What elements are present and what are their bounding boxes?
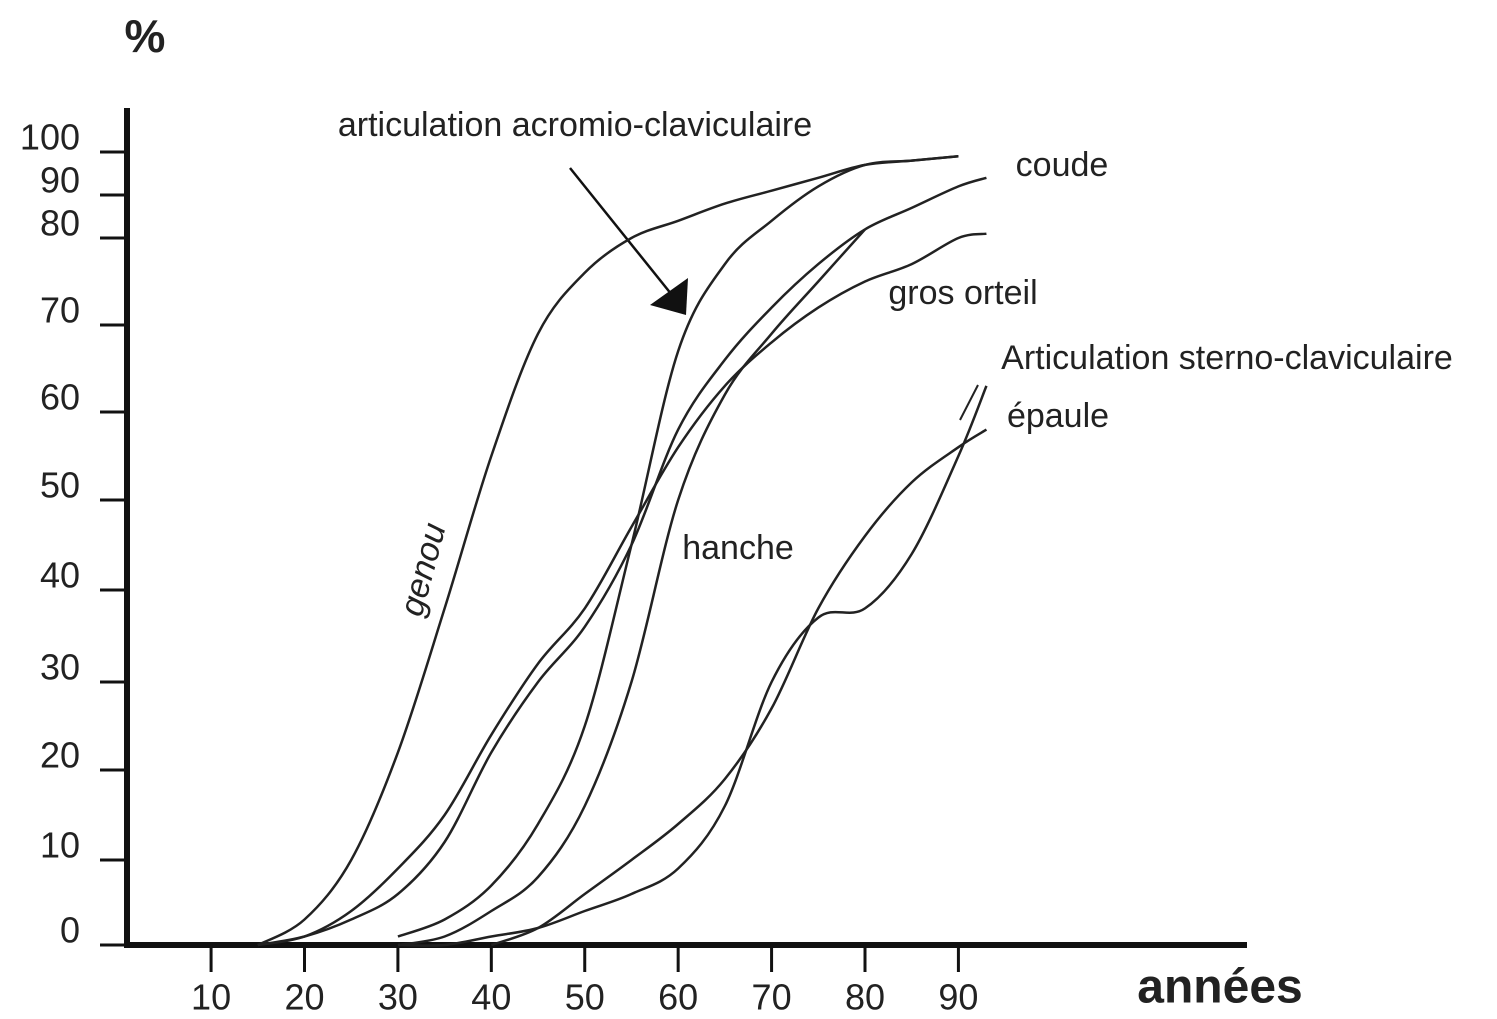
x-tick-label: 70 [752, 977, 792, 1018]
arrow-head [650, 278, 688, 315]
series-label: Articulation sterno-claviculaire [1001, 339, 1453, 377]
y-tick-label: 90 [40, 160, 80, 201]
x-tick-label: 50 [565, 977, 605, 1018]
y-tick-label: 10 [40, 825, 80, 866]
y-axis-label: % [125, 10, 166, 62]
x-tick-label: 40 [471, 977, 511, 1018]
x-tick-label: 10 [191, 977, 231, 1018]
leader-line [959, 384, 979, 421]
line [257, 176, 987, 947]
line [397, 385, 988, 947]
line [257, 155, 959, 947]
y-tick-label: 30 [40, 647, 80, 688]
x-tick-label: 60 [658, 977, 698, 1018]
series-label: coude [1016, 146, 1109, 184]
x-axis-label: années [1137, 961, 1302, 1014]
series-label: articulation acromio-claviculaire [338, 106, 812, 144]
line [257, 232, 987, 947]
annotation-arrow [569, 167, 682, 307]
y-tick-label: 40 [40, 555, 80, 596]
series-label: gros orteil [888, 274, 1037, 312]
y-tick-label: 80 [40, 203, 80, 244]
line [490, 428, 988, 947]
x-tick-label: 90 [938, 977, 978, 1018]
y-tick-label: 20 [40, 735, 80, 776]
y-tick-label: 60 [40, 377, 80, 418]
y-tick-label: 70 [40, 290, 80, 331]
y-tick-label: 0 [60, 910, 80, 951]
x-tick-label: 20 [284, 977, 324, 1018]
y-tick-label: 50 [40, 465, 80, 506]
y-tick-label: 100 [20, 117, 80, 158]
x-tick-label: 30 [378, 977, 418, 1018]
line [397, 228, 866, 947]
series-label: épaule [1007, 397, 1109, 435]
line [397, 155, 959, 938]
series-label: hanche [682, 529, 794, 567]
x-tick-label: 80 [845, 977, 885, 1018]
